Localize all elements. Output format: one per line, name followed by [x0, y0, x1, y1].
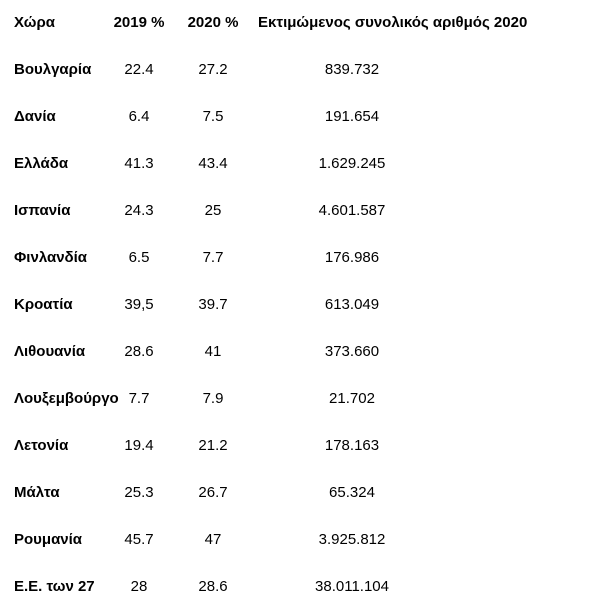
country-name-cell: Ελλάδα [14, 155, 69, 173]
pct-2019-cell: 7.7 [128, 390, 150, 408]
pct-2020-cell: 21.2 [198, 437, 228, 455]
estimated-total-2020-cell: 839.732 [324, 61, 380, 79]
pct-2020-cell: 27.2 [198, 61, 228, 79]
pct-2019-cell: 6.5 [128, 249, 150, 267]
country-name-cell: Ε.Ε. των 27 [14, 578, 95, 596]
estimated-total-2020-cell: 1.629.245 [318, 155, 386, 173]
table-row: Λετονία 19.4 21.2 178.163 [0, 423, 611, 470]
pct-2019-cell: 6.4 [128, 108, 150, 126]
table-body: Βουλγαρία 22.4 27.2 839.732 Δανία 6.4 7.… [0, 47, 611, 611]
column-header-country: Χώρα [14, 14, 55, 32]
table-row: Ισπανία 24.3 25 4.601.587 [0, 188, 611, 235]
table-row: Κροατία 39,5 39.7 613.049 [0, 282, 611, 329]
table-row: Ε.Ε. των 27 28 28.6 38.011.104 [0, 564, 611, 611]
table-row: Λιθουανία 28.6 41 373.660 [0, 329, 611, 376]
pct-2019-cell: 45.7 [124, 531, 154, 549]
pct-2020-cell: 25 [204, 202, 222, 220]
estimated-total-2020-cell: 191.654 [324, 108, 380, 126]
pct-2020-cell: 39.7 [198, 296, 228, 314]
pct-2019-cell: 28.6 [124, 343, 154, 361]
table-header-row: Χώρα 2019 % 2020 % Εκτιμώμενος συνολικός… [0, 0, 611, 47]
estimated-total-2020-cell: 3.925.812 [318, 531, 386, 549]
country-name-cell: Ρουμανία [14, 531, 83, 549]
column-header-2020-pct: 2020 % [187, 14, 239, 32]
country-name-cell: Δανία [14, 108, 56, 126]
estimated-total-2020-cell: 373.660 [324, 343, 380, 361]
pct-2020-cell: 28.6 [198, 578, 228, 596]
pct-2020-cell: 26.7 [198, 484, 228, 502]
estimated-total-2020-cell: 176.986 [324, 249, 380, 267]
country-name-cell: Βουλγαρία [14, 61, 92, 79]
country-name-cell: Φινλανδία [14, 249, 88, 267]
pct-2020-cell: 47 [204, 531, 222, 549]
column-header-estimated-total-2020: Εκτιμώμενος συνολικός αριθμός 2020 [258, 14, 528, 32]
column-header-2019-pct: 2019 % [113, 14, 165, 32]
country-name-cell: Μάλτα [14, 484, 60, 502]
table-row: Ελλάδα 41.3 43.4 1.629.245 [0, 141, 611, 188]
pct-2019-cell: 39,5 [124, 296, 154, 314]
country-name-cell: Ισπανία [14, 202, 71, 220]
pct-2020-cell: 41 [204, 343, 222, 361]
table-row: Ρουμανία 45.7 47 3.925.812 [0, 517, 611, 564]
pct-2019-cell: 28 [130, 578, 148, 596]
estimated-total-2020-cell: 613.049 [324, 296, 380, 314]
pct-2019-cell: 22.4 [124, 61, 154, 79]
estimated-total-2020-cell: 178.163 [324, 437, 380, 455]
table-row: Μάλτα 25.3 26.7 65.324 [0, 470, 611, 517]
pct-2019-cell: 24.3 [124, 202, 154, 220]
pct-2020-cell: 7.7 [202, 249, 224, 267]
pct-2020-cell: 43.4 [198, 155, 228, 173]
pct-2019-cell: 19.4 [124, 437, 154, 455]
pct-2019-cell: 41.3 [124, 155, 154, 173]
pct-2019-cell: 25.3 [124, 484, 154, 502]
country-name-cell: Κροατία [14, 296, 73, 314]
pct-2020-cell: 7.5 [202, 108, 224, 126]
estimated-total-2020-cell: 4.601.587 [318, 202, 386, 220]
estimated-total-2020-cell: 38.011.104 [315, 578, 389, 596]
pct-2020-cell: 7.9 [202, 390, 224, 408]
table-row: Δανία 6.4 7.5 191.654 [0, 94, 611, 141]
country-name-cell: Λιθουανία [14, 343, 86, 361]
country-name-cell: Λουξεμβούργο [14, 390, 119, 408]
table-row: Φινλανδία 6.5 7.7 176.986 [0, 235, 611, 282]
country-name-cell: Λετονία [14, 437, 69, 455]
table-row: Βουλγαρία 22.4 27.2 839.732 [0, 47, 611, 94]
estimated-total-2020-cell: 21.702 [329, 390, 375, 408]
estimated-total-2020-cell: 65.324 [329, 484, 375, 502]
table-row: Λουξεμβούργο 7.7 7.9 21.702 [0, 376, 611, 423]
